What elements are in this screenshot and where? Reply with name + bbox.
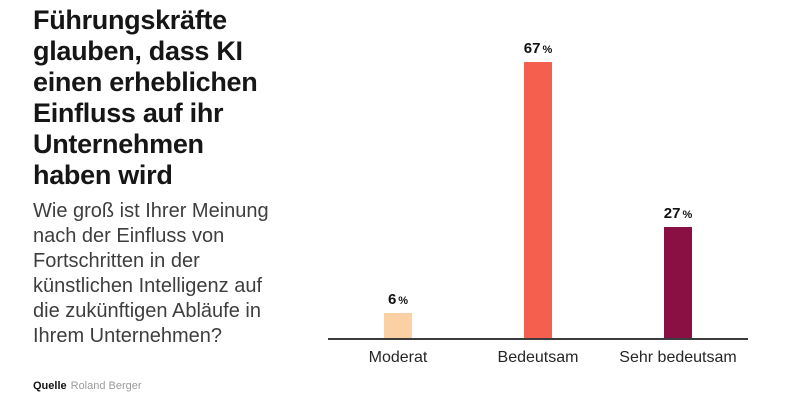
x-axis-labels: Moderat Bedeutsam Sehr bedeutsam [328,349,748,367]
bar-chart: 6% 67% 27% [328,0,748,340]
bar-value-label: 27% [663,205,693,222]
chart-question-subtitle: Wie groß ist Ihrer Meinung nach der Einf… [33,200,269,347]
source-text: Roland Berger [70,380,142,392]
x-axis-label: Moderat [368,349,428,366]
source-line: Quelle Roland Berger [33,380,142,392]
x-axis-label: Bedeutsam [497,349,579,366]
bar [524,62,552,338]
bar-value-label: 67% [523,40,553,57]
bar [384,313,412,338]
percent-sign: % [398,295,409,307]
bar-value-label: 6% [387,291,409,308]
bar-group: 27% [608,0,748,338]
percent-sign: % [682,209,693,221]
source-label: Quelle [33,380,67,392]
percent-sign: % [542,44,553,56]
bar-group: 67% [468,0,608,338]
bar [664,227,692,338]
page-title: Führungskräfte glauben, dass KI einen er… [33,5,258,190]
bar-group: 6% [328,0,468,338]
x-axis-label: Sehr bedeutsam [619,349,737,366]
